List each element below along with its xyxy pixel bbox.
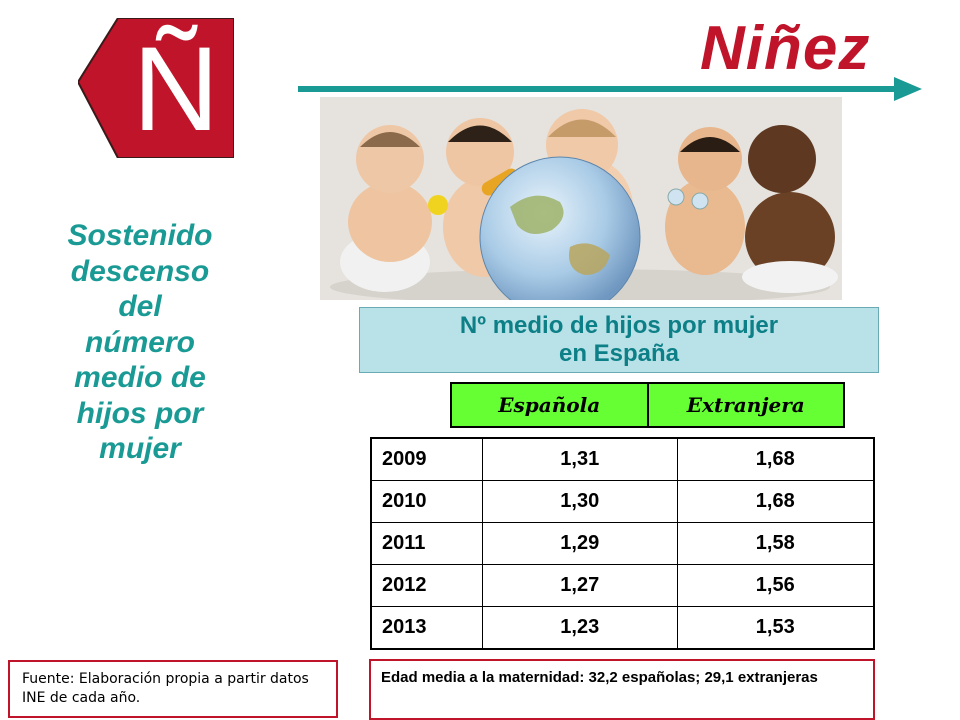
side-line: medio de xyxy=(74,361,206,394)
extranjera-cell: 1,53 xyxy=(676,606,875,650)
extranjera-cell: 1,68 xyxy=(676,437,875,481)
badge-letter: Ñ xyxy=(133,22,220,156)
column-header-extranjera: Extranjera xyxy=(646,384,844,426)
letter-badge-icon: Ñ xyxy=(78,18,234,158)
extranjera-cell: 1,56 xyxy=(676,564,875,607)
espanola-cell: 1,29 xyxy=(482,522,678,565)
fertility-table: 2009 1,31 1,68 2010 1,30 1,68 2011 1,29 … xyxy=(370,437,875,650)
extranjera-cell: 1,68 xyxy=(676,480,875,523)
table-row: 2012 1,27 1,56 xyxy=(370,564,875,607)
source-line-1: Fuente: Elaboración propia a partir dato… xyxy=(22,671,309,687)
table-row: 2010 1,30 1,68 xyxy=(370,480,875,523)
subtitle-line-1: Nº medio de hijos por mujer xyxy=(459,312,779,339)
source-line-2: INE de cada año. xyxy=(22,690,141,706)
side-line: hijos por xyxy=(76,396,204,430)
side-line: del xyxy=(118,290,162,323)
table-header-row: Española Extranjera xyxy=(450,382,845,428)
column-header-espanola: Española xyxy=(498,393,601,417)
table-subtitle: Nº medio de hijos por mujer en España xyxy=(359,307,879,373)
subtitle-line-2: en España xyxy=(558,340,680,367)
year-cell: 2011 xyxy=(370,522,483,565)
table-row: 2013 1,23 1,53 xyxy=(370,606,875,650)
year-cell: 2013 xyxy=(370,606,483,650)
espanola-cell: 1,23 xyxy=(482,606,678,650)
side-caption: Sostenido descenso del número medio de h… xyxy=(40,218,240,467)
year-cell: 2012 xyxy=(370,564,483,607)
babies-with-globe-photo xyxy=(320,97,842,300)
espanola-cell: 1,30 xyxy=(482,480,678,523)
espanola-cell: 1,27 xyxy=(482,564,678,607)
table-row: 2009 1,31 1,68 xyxy=(370,437,875,481)
extranjera-cell: 1,58 xyxy=(676,522,875,565)
table-row: 2011 1,29 1,58 xyxy=(370,522,875,565)
maternity-age-note: Edad media a la maternidad: 32,2 español… xyxy=(369,659,875,720)
espanola-cell: 1,31 xyxy=(482,437,678,481)
year-cell: 2010 xyxy=(370,480,483,523)
arrow-right-icon xyxy=(298,77,922,101)
page-title: Niñez xyxy=(700,14,871,83)
year-cell: 2009 xyxy=(370,437,483,481)
source-note: Fuente: Elaboración propia a partir dato… xyxy=(8,660,338,718)
side-line: mujer xyxy=(99,432,181,465)
side-line: descenso xyxy=(70,254,210,288)
side-line: número xyxy=(84,325,195,359)
side-line: Sostenido xyxy=(67,219,213,252)
